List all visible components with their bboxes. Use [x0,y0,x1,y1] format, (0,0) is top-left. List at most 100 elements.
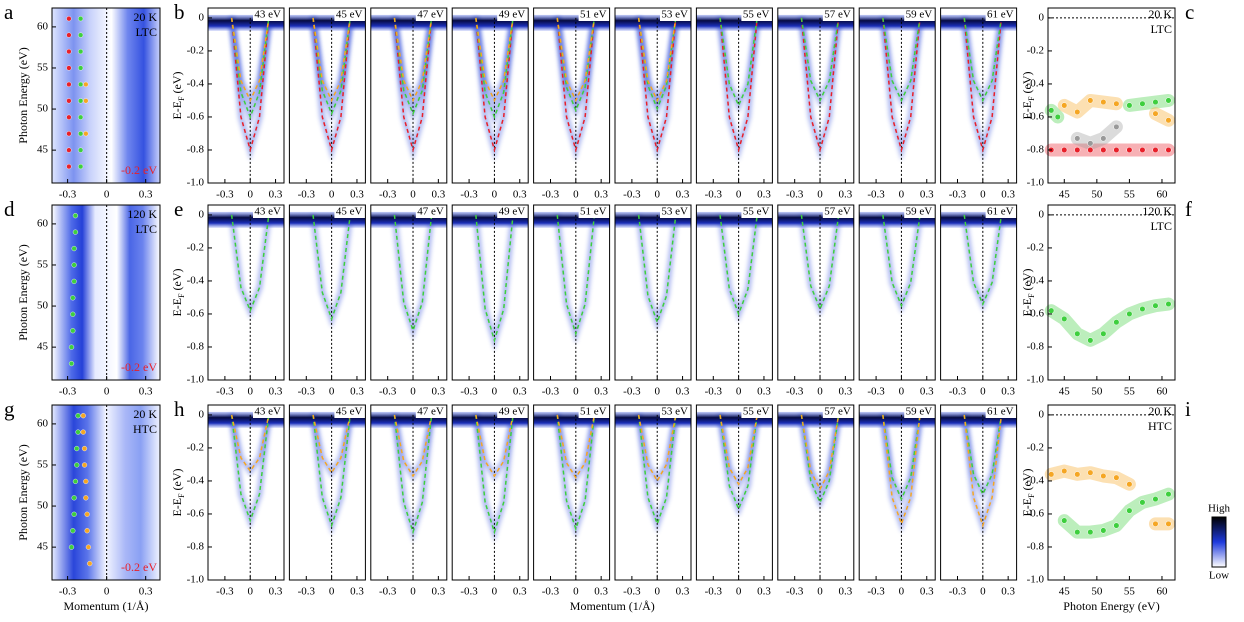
dispersion-curve [393,214,433,333]
dispersion-curve [637,17,677,103]
panel [533,205,610,380]
dispersion-point [66,81,72,88]
frame [451,204,529,381]
photon-energy-label: 47 eV [417,9,444,21]
dispersion-point [74,445,80,452]
data-point [1152,496,1159,503]
y-tick-label: -1.0 [187,374,205,386]
panel-background [615,205,691,380]
x-tick-label: 0 [654,189,660,201]
dispersion-point [87,560,93,567]
panel [696,405,773,580]
data-point [1074,135,1081,142]
frame [288,7,366,184]
x-axis-label: Momentum (1/Å) [64,599,149,613]
x-tick-label: 0 [899,386,905,398]
frame [370,7,448,184]
dispersion-point [71,511,77,517]
photon-energy-label: 45 eV [336,206,363,218]
annotation: 20 K [133,407,157,421]
dispersion-curve [800,414,840,491]
frame [858,404,936,581]
frame [51,404,161,581]
panel [777,205,854,380]
y-axis-label-part: (eV) [170,71,184,96]
y-tick-label: 45 [37,144,49,156]
dispersion-curve [393,414,433,535]
y-axis-label: E-EF (eV) [1020,268,1037,316]
x-tick-label: 0 [654,586,660,598]
data-point [1100,330,1107,337]
data-point [1061,102,1068,109]
y-tick-label: 55 [37,259,49,271]
data-point [1152,99,1159,106]
y-tick-label: 0 [199,11,205,23]
frame [207,404,285,581]
x-tick-label: -0.3 [786,386,804,398]
y-axis-label: E-EF (eV) [1020,468,1037,516]
x-tick-label: 0 [573,386,579,398]
panel [289,205,366,380]
dispersion-curve [475,17,514,103]
dispersion-point [66,114,72,120]
dispersion-point [78,131,84,137]
label-box [741,205,773,218]
panel-background [696,205,773,380]
x-tick-label: 45 [1059,586,1071,598]
frame [370,204,448,381]
y-axis-label: Photon Energy (eV) [16,47,30,143]
panel-background [452,405,529,580]
photon-energy-label: 43 eV [254,406,281,418]
y-axis-label-part: (eV) [1020,268,1034,293]
data-point [1087,146,1094,154]
dispersion-point [75,429,81,435]
dispersion-point [70,328,76,334]
data-point [1061,315,1068,322]
photon-energy-label: 51 eV [580,9,607,21]
x-tick-label: 55 [1124,189,1136,201]
photon-energy-label: 57 eV [824,406,851,418]
annotation: HTC [1148,419,1172,433]
x-tick-label: 0.3 [676,586,690,598]
x-tick-label: -0.3 [949,189,967,201]
x-tick-label: 0.3 [757,189,771,201]
x-tick-label: 0.3 [350,386,364,398]
plot-background [1048,8,1175,183]
y-tick-label: 55 [37,459,49,471]
dispersion-curve [719,17,758,153]
data-point [1087,97,1094,104]
panel [777,8,854,183]
data-point [1061,517,1068,524]
panel [289,405,366,580]
annotation: HTC [133,422,157,436]
data-point [1152,146,1159,154]
data-point [1152,302,1159,309]
x-tick-label: -0.3 [867,189,885,201]
y-tick-label: -0.6 [187,110,205,122]
data-point [1048,307,1055,314]
x-tick-label: 0 [899,586,905,598]
data-point [1126,481,1133,488]
y-tick-label: 50 [37,500,49,512]
dispersion-curve [230,17,270,120]
x-tick-label: 55 [1124,586,1136,598]
dispersion-point [85,544,92,550]
y-tick-label: 45 [37,541,49,553]
y-axis-label-part: E-E [170,298,184,317]
label-box [578,8,610,21]
photon-energy-label: 51 eV [580,406,607,418]
dispersion-point [66,32,72,38]
dispersion-curve [882,414,921,501]
x-tick-label: -0.3 [216,586,234,598]
dispersion-curve [963,214,1003,306]
x-tick-label: 0.3 [269,586,283,598]
frame [695,7,773,184]
panel-background [533,405,610,580]
dispersion-curve [637,214,677,325]
photon-energy-label: 49 eV [499,9,526,21]
label-box [415,205,447,218]
dispersion-curve [393,414,433,478]
error-band [1070,120,1123,150]
x-tick-label: 0.3 [269,386,283,398]
